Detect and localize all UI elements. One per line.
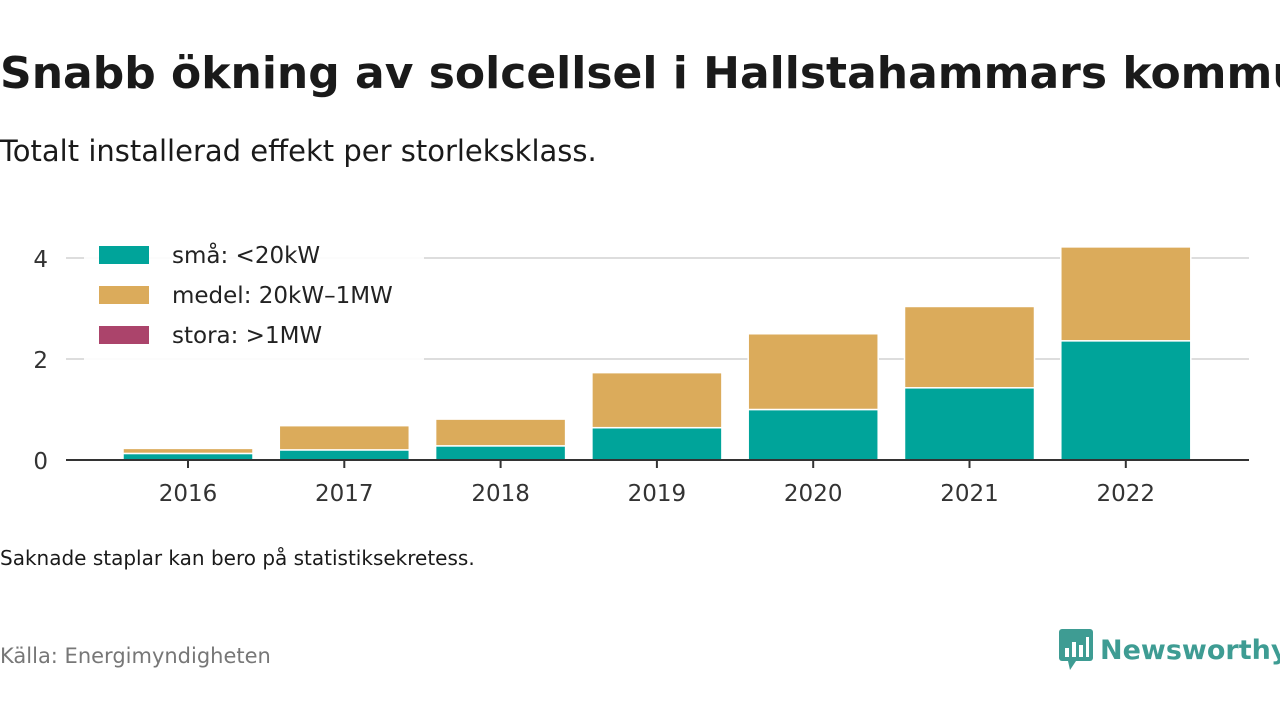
y-axis-ticks: 0 2 4 — [33, 247, 48, 475]
bar-segment — [903, 387, 1036, 461]
x-tick-label: 2022 — [1097, 481, 1156, 507]
legend-swatch — [99, 286, 149, 304]
source-label: Källa: Energimyndigheten — [0, 644, 271, 668]
stacked-bar-chart: 0 2 4 2016 2017 2018 2019 2020 2021 2022 små: <2… — [33, 234, 1249, 507]
chart-title: Snabb ökning av solcellsel i Hallstahamm… — [0, 48, 1280, 99]
bar-segment — [278, 424, 411, 451]
bar-segment — [1060, 246, 1192, 342]
bar-segment — [434, 445, 567, 461]
bar-segment — [747, 408, 879, 461]
bar-segment — [278, 449, 411, 461]
bar-segment — [903, 305, 1036, 389]
y-tick-label: 4 — [33, 247, 48, 273]
footnote: Saknade staplar kan bero på statistiksek… — [0, 546, 475, 570]
x-tick-label: 2019 — [628, 481, 687, 507]
x-tick-label: 2017 — [315, 481, 374, 507]
bar-segment — [747, 333, 879, 411]
newsworthy-logo-text: Newsworthy — [1100, 634, 1280, 666]
bar-segment — [591, 426, 723, 461]
bar-segment — [1060, 340, 1192, 461]
newsworthy-logo: Newsworthy — [1058, 628, 1280, 672]
legend-label: stora: >1MW — [172, 323, 322, 349]
bar-segment — [591, 371, 723, 429]
x-axis-ticks: 2016 2017 2018 2019 2020 2021 2022 — [159, 460, 1155, 507]
x-tick-label: 2016 — [159, 481, 218, 507]
legend-swatch — [99, 326, 149, 344]
bar-segment — [122, 447, 254, 455]
legend-label: små: <20kW — [172, 241, 320, 269]
legend: små: <20kW medel: 20kW–1MW stora: >1MW — [84, 234, 424, 360]
legend-swatch — [99, 246, 149, 264]
y-tick-label: 0 — [33, 449, 48, 475]
chart-subtitle: Totalt installerad effekt per storlekskl… — [0, 134, 597, 168]
legend-label: medel: 20kW–1MW — [172, 283, 393, 309]
x-tick-label: 2021 — [940, 481, 999, 507]
x-tick-label: 2020 — [784, 481, 843, 507]
bar-segment — [434, 418, 567, 447]
y-tick-label: 2 — [33, 348, 48, 374]
x-tick-label: 2018 — [471, 481, 530, 507]
newsworthy-logo-icon — [1059, 629, 1093, 670]
